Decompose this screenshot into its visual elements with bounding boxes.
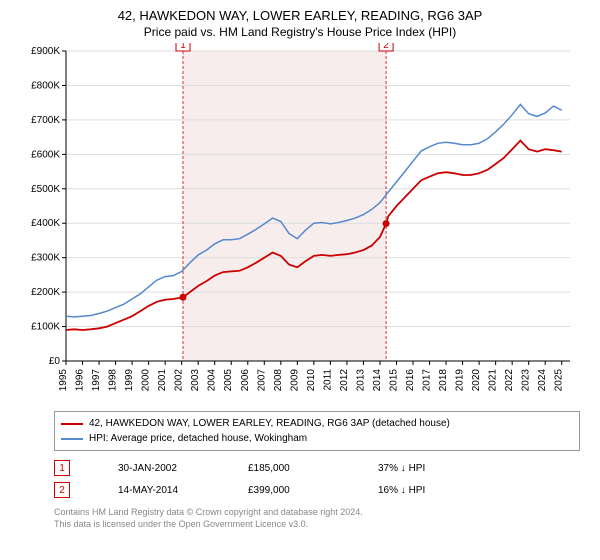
svg-text:1: 1 xyxy=(180,43,186,51)
svg-text:2020: 2020 xyxy=(471,369,482,392)
svg-text:2004: 2004 xyxy=(207,369,218,392)
svg-text:2008: 2008 xyxy=(273,369,284,392)
svg-text:2013: 2013 xyxy=(355,369,366,392)
svg-text:1995: 1995 xyxy=(58,369,69,392)
svg-text:2011: 2011 xyxy=(322,369,333,391)
sales-table: 1 30-JAN-2002 £185,000 37% ↓ HPI 2 14-MA… xyxy=(54,457,580,501)
svg-text:2021: 2021 xyxy=(488,369,499,392)
legend-swatch xyxy=(61,438,83,440)
svg-text:£700K: £700K xyxy=(31,115,60,126)
svg-text:2016: 2016 xyxy=(405,369,416,392)
chart-container: 42, HAWKEDON WAY, LOWER EARLEY, READING,… xyxy=(0,0,600,530)
title-address: 42, HAWKEDON WAY, LOWER EARLEY, READING,… xyxy=(0,8,600,23)
chart-plot: £0 £100K £200K £300K £400K £500K £600K £700K £80… xyxy=(20,43,580,403)
svg-text:2023: 2023 xyxy=(521,369,532,392)
svg-text:2010: 2010 xyxy=(306,369,317,392)
chart-svg: £0 £100K £200K £300K £400K £500K £600K £700K £80… xyxy=(20,43,580,403)
svg-text:1997: 1997 xyxy=(91,369,102,392)
svg-text:2: 2 xyxy=(383,43,389,51)
svg-text:2019: 2019 xyxy=(455,369,466,392)
svg-text:2006: 2006 xyxy=(240,369,251,392)
svg-text:1999: 1999 xyxy=(124,369,135,392)
sale-date: 14-MAY-2014 xyxy=(118,485,208,496)
legend-item-property: 42, HAWKEDON WAY, LOWER EARLEY, READING,… xyxy=(61,416,573,431)
legend-item-hpi: HPI: Average price, detached house, Woki… xyxy=(61,431,573,446)
svg-text:2012: 2012 xyxy=(339,369,350,392)
svg-text:2015: 2015 xyxy=(388,369,399,392)
sale-diff: 37% ↓ HPI xyxy=(378,463,468,474)
sale-diff: 16% ↓ HPI xyxy=(378,485,468,496)
svg-text:£200K: £200K xyxy=(31,287,60,298)
sale-badge: 2 xyxy=(54,482,70,498)
footer: Contains HM Land Registry data © Crown c… xyxy=(54,507,580,530)
legend-label: HPI: Average price, detached house, Woki… xyxy=(89,431,307,446)
svg-text:2001: 2001 xyxy=(157,369,168,392)
title-subtitle: Price paid vs. HM Land Registry's House … xyxy=(0,25,600,39)
svg-text:2024: 2024 xyxy=(537,369,548,392)
footer-line2: This data is licensed under the Open Gov… xyxy=(54,519,580,531)
svg-text:1996: 1996 xyxy=(75,369,86,392)
sale-price: £185,000 xyxy=(248,463,338,474)
sales-row: 1 30-JAN-2002 £185,000 37% ↓ HPI xyxy=(54,457,580,479)
svg-text:2022: 2022 xyxy=(504,369,515,392)
svg-text:£300K: £300K xyxy=(31,253,60,264)
svg-text:2005: 2005 xyxy=(223,369,234,392)
legend: 42, HAWKEDON WAY, LOWER EARLEY, READING,… xyxy=(54,411,580,451)
svg-text:£100K: £100K xyxy=(31,322,60,333)
svg-text:2025: 2025 xyxy=(554,369,565,392)
legend-swatch xyxy=(61,423,83,425)
svg-text:£500K: £500K xyxy=(31,184,60,195)
svg-text:2007: 2007 xyxy=(256,369,267,392)
sale-price: £399,000 xyxy=(248,485,338,496)
legend-label: 42, HAWKEDON WAY, LOWER EARLEY, READING,… xyxy=(89,416,450,431)
svg-text:£0: £0 xyxy=(49,356,61,367)
svg-text:£400K: £400K xyxy=(31,218,60,229)
sales-row: 2 14-MAY-2014 £399,000 16% ↓ HPI xyxy=(54,479,580,501)
svg-text:2000: 2000 xyxy=(141,369,152,392)
svg-text:2009: 2009 xyxy=(289,369,300,392)
svg-text:2003: 2003 xyxy=(190,369,201,392)
svg-text:1998: 1998 xyxy=(108,369,119,392)
svg-text:2018: 2018 xyxy=(438,369,449,392)
svg-text:2014: 2014 xyxy=(372,369,383,392)
svg-text:2017: 2017 xyxy=(422,369,433,392)
chart-header: 42, HAWKEDON WAY, LOWER EARLEY, READING,… xyxy=(0,0,600,43)
svg-text:£800K: £800K xyxy=(31,80,60,91)
footer-line1: Contains HM Land Registry data © Crown c… xyxy=(54,507,580,519)
svg-text:2002: 2002 xyxy=(174,369,185,392)
sale-date: 30-JAN-2002 xyxy=(118,463,208,474)
svg-text:£900K: £900K xyxy=(31,46,60,57)
svg-text:£600K: £600K xyxy=(31,149,60,160)
sale-badge: 1 xyxy=(54,460,70,476)
